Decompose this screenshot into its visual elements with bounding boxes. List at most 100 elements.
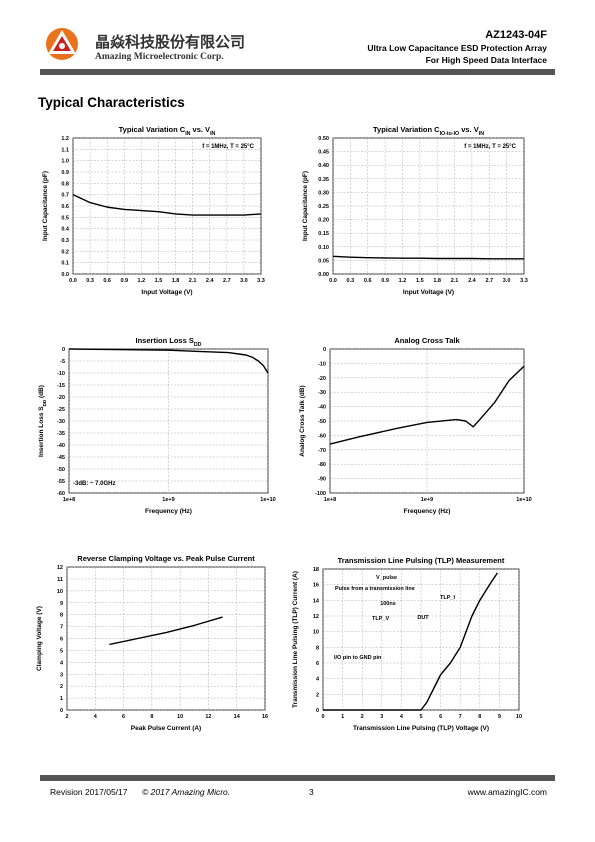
annotation: -3dB: ~ 7.0GHz xyxy=(73,481,116,487)
y-tick-label: 0.15 xyxy=(318,231,329,237)
y-tick-label: 10 xyxy=(313,630,319,636)
header-rule xyxy=(40,69,555,75)
x-tick-label: 0.9 xyxy=(120,278,128,284)
y-tick-label: 7 xyxy=(60,625,63,631)
x-tick-label: 4 xyxy=(94,714,98,720)
y-tick-label: 18 xyxy=(313,567,319,573)
x-tick-label: 0.0 xyxy=(329,278,337,284)
y-tick-label: 14 xyxy=(313,598,320,604)
x-tick-label: 3 xyxy=(380,714,383,720)
x-axis-label: Peak Pulse Current (A) xyxy=(131,725,201,732)
y-tick-label: 1 xyxy=(60,696,63,702)
x-tick-label: 5 xyxy=(419,714,422,720)
y-tick-label: -30 xyxy=(318,390,326,396)
x-tick-label: 0.3 xyxy=(347,278,355,284)
x-tick-label: 1e+9 xyxy=(162,497,174,503)
chart-title-part: Typical Variation C xyxy=(119,125,186,134)
y-tick-label: 2 xyxy=(316,692,319,698)
y-tick-label: 6 xyxy=(60,637,63,643)
annotation: f = 1MHz, T = 25°C xyxy=(464,144,516,150)
y-tick-label: 12 xyxy=(313,614,319,620)
inset-label: TLP_I xyxy=(440,595,455,601)
y-tick-label: 0.25 xyxy=(318,204,329,210)
copyright: © 2017 Amazing Micro. xyxy=(142,787,230,797)
x-tick-label: 1.8 xyxy=(172,278,180,284)
y-tick-label: -80 xyxy=(318,462,326,468)
y-tick-label: 8 xyxy=(316,645,319,651)
y-tick-label: 0.1 xyxy=(61,261,69,267)
x-tick-label: 4 xyxy=(400,714,404,720)
y-tick-label: 0.3 xyxy=(61,238,69,244)
x-tick-label: 2.4 xyxy=(206,278,215,284)
data-line xyxy=(332,255,524,260)
y-tick-label: 0.7 xyxy=(61,193,69,199)
y-tick-label: 0 xyxy=(323,347,326,353)
x-tick-label: 1.2 xyxy=(138,278,146,284)
y-tick-label: 1.1 xyxy=(61,147,69,153)
y-tick-label: -40 xyxy=(57,443,65,449)
inset-label: Pulse from a transmission line xyxy=(335,586,415,592)
y-tick-label: 0.10 xyxy=(318,245,329,251)
inset-label: 100ns xyxy=(380,601,396,607)
chart-title-part: IN xyxy=(210,131,215,137)
x-tick-label: 9 xyxy=(498,714,501,720)
y-tick-label: 0.50 xyxy=(318,136,329,142)
y-tick-label: -10 xyxy=(318,361,326,367)
x-axis-label: Input Voltage (V) xyxy=(403,289,454,296)
part-number: AZ1243-04F xyxy=(485,29,547,41)
y-tick-label: -5 xyxy=(60,359,65,365)
y-tick-label: 0.8 xyxy=(61,181,69,187)
x-tick-label: 0.6 xyxy=(364,278,372,284)
y-tick-label: 0.6 xyxy=(61,204,69,210)
y-tick-label: 0 xyxy=(316,708,319,714)
chart-title-part: vs. V xyxy=(190,125,210,134)
y-tick-label: 0.4 xyxy=(61,227,70,233)
inset-label: DUT xyxy=(417,615,429,621)
chart-title: Reverse Clamping Voltage vs. Peak Pulse … xyxy=(77,554,255,563)
x-tick-label: 1e+9 xyxy=(421,497,433,503)
x-tick-label: 1e+10 xyxy=(260,497,275,503)
y-tick-label: -30 xyxy=(57,419,65,425)
x-tick-label: 3.3 xyxy=(257,278,265,284)
y-axis-label: Clamping Voltage (V) xyxy=(36,606,43,671)
y-tick-label: 10 xyxy=(57,589,63,595)
y-tick-label: 0.00 xyxy=(318,272,329,278)
y-tick-label: 0 xyxy=(60,708,63,714)
chart-title-part: DD xyxy=(194,342,202,348)
x-tick-label: 3.0 xyxy=(503,278,511,284)
y-tick-label: -70 xyxy=(318,448,326,454)
x-axis-label: Frequency (Hz) xyxy=(404,508,451,515)
x-tick-label: 8 xyxy=(150,714,153,720)
x-tick-label: 1.5 xyxy=(155,278,163,284)
y-tick-label: -90 xyxy=(318,477,326,483)
y-axis-label: Insertion Loss SDD (dB) xyxy=(38,385,47,457)
x-tick-label: 1e+10 xyxy=(516,497,531,503)
y-tick-label: 0.5 xyxy=(61,215,69,221)
y-tick-label: -50 xyxy=(318,419,326,425)
y-tick-label: 0.40 xyxy=(318,163,329,169)
x-tick-label: 16 xyxy=(262,714,268,720)
y-axis-label: Transmission Line Pulsing (TLP) Current … xyxy=(292,571,299,708)
y-tick-label: 8 xyxy=(60,613,63,619)
x-axis-label: Transmission Line Pulsing (TLP) Voltage … xyxy=(353,725,489,732)
x-axis-label: Input Voltage (V) xyxy=(141,289,192,296)
y-tick-label: -60 xyxy=(318,433,326,439)
y-tick-label: -35 xyxy=(57,431,65,437)
chart-title: Analog Cross Talk xyxy=(394,336,460,345)
x-tick-label: 3.0 xyxy=(240,278,248,284)
chart-title-part: Typical Variation C xyxy=(373,125,440,134)
y-tick-label: 4 xyxy=(60,660,64,666)
y-tick-label: -60 xyxy=(57,491,65,497)
x-tick-label: 3.3 xyxy=(520,278,528,284)
y-tick-label: -10 xyxy=(57,371,65,377)
inset-label: V_pulse xyxy=(376,575,397,581)
footer-rule xyxy=(40,775,555,781)
x-axis-label: Frequency (Hz) xyxy=(145,508,192,515)
y-tick-label: -55 xyxy=(57,479,65,485)
chart-title-part: Insertion Loss S xyxy=(136,336,194,345)
x-tick-label: 6 xyxy=(122,714,125,720)
x-tick-label: 1e+8 xyxy=(63,497,75,503)
y-tick-label: -50 xyxy=(57,467,65,473)
y-axis-label-part: (dB) xyxy=(38,385,45,400)
